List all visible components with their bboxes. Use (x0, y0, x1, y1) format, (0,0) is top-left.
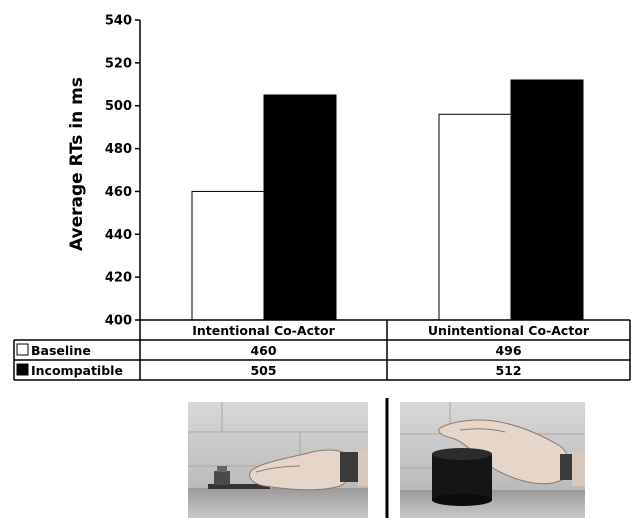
intentional-co-actor-photo (188, 402, 368, 518)
legend-swatch-incompatible (16, 363, 29, 376)
y-tick-label: 420 (105, 271, 132, 286)
y-tick-label: 480 (105, 142, 132, 157)
y-tick-label: 460 (105, 185, 132, 200)
y-axis-label: Average RTs in ms (67, 77, 87, 251)
data-label: 505 (250, 363, 276, 378)
y-tick-label: 440 (105, 228, 132, 243)
y-tick-label: 520 (105, 56, 132, 71)
data-label: 460 (250, 343, 276, 358)
bars (191, 79, 584, 321)
legend-label: Incompatible (31, 363, 123, 378)
y-tick-label: 500 (105, 99, 132, 114)
category-label: Intentional Co-Actor (192, 323, 335, 338)
y-axis: 400 420 440 460 480 500 520 540 (105, 14, 141, 329)
data-label: 512 (495, 363, 521, 378)
legend-swatch-baseline (16, 343, 29, 356)
bar-baseline-2 (438, 113, 512, 321)
y-tick-label: 400 (105, 314, 132, 329)
y-tick-label: 540 (105, 14, 132, 29)
category-label: Unintentional Co-Actor (428, 323, 590, 338)
legend-label: Baseline (31, 343, 91, 358)
bar-incompatible-1 (263, 94, 337, 321)
bar-baseline-1 (191, 190, 265, 321)
data-table: Intentional Co-Actor Unintentional Co-Act… (13, 319, 631, 381)
bar-incompatible-2 (510, 79, 584, 321)
data-label: 496 (495, 343, 521, 358)
unintentional-co-actor-photo (400, 402, 585, 518)
